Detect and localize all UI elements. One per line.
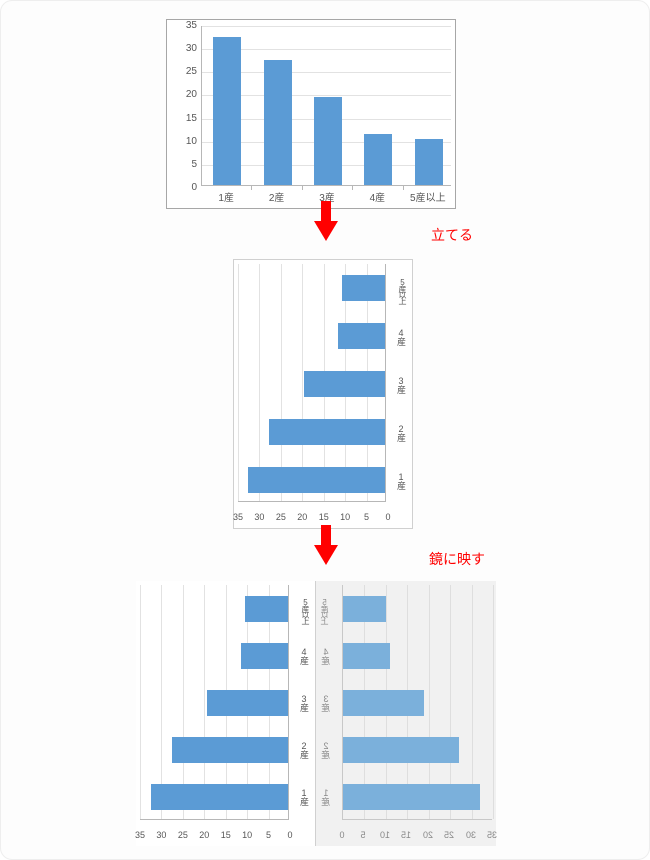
chart-rotated-ylabel: 2産	[298, 727, 311, 773]
chart-rotated-xtick: 0	[378, 512, 398, 522]
chart-1-bar	[213, 37, 241, 185]
chart-rotated-bar	[342, 275, 385, 301]
chart-1-xtick: 5産以上	[405, 189, 451, 204]
chart-1-vertical-bars: 051015202530351産2産3産4産5産以上	[166, 19, 456, 209]
chart-rotated-ylabel: 5産以上	[300, 586, 311, 636]
chart-rotated-bar	[269, 419, 385, 445]
chart-1-bar	[314, 97, 342, 185]
chart-rotated-xtick: 15	[314, 512, 334, 522]
chart-rotated-ylabel: 3産	[395, 361, 408, 407]
chart-mirror-xtick: 30	[461, 830, 481, 840]
caption-mirror: 鏡に映す	[429, 549, 485, 569]
chart-mirror-xtick: 5	[353, 830, 373, 840]
chart-mirror-bar	[343, 737, 459, 763]
chart-1-bar	[364, 134, 392, 185]
chart-mirror-xtick: 25	[439, 830, 459, 840]
chart-1-ytick: 20	[171, 89, 197, 100]
chart-rotated-xtick: 10	[237, 830, 257, 840]
chart-mirror-bar	[343, 643, 390, 669]
page: 051015202530351産2産3産4産5産以上 立てる 051015202…	[0, 0, 650, 860]
chart-rotated-ylabel: 4産	[298, 633, 311, 679]
chart-mirror-ylabel: 1産	[319, 774, 332, 820]
chart-rotated-xtick: 20	[292, 512, 312, 522]
chart-mirror-bar	[343, 784, 480, 810]
chart-1-xtick: 2産	[254, 189, 300, 204]
chart-rotated-ylabel: 3産	[298, 680, 311, 726]
arrow-down-icon	[314, 201, 338, 241]
chart-mirror-bar	[343, 690, 424, 716]
chart-rotated-bar	[241, 643, 288, 669]
chart-1-plot	[201, 26, 451, 186]
chart-rotated-xtick: 0	[280, 830, 300, 840]
chart-1-ytick: 5	[171, 159, 197, 170]
chart-rotated-bar	[248, 467, 385, 493]
chart-3a-rotated-copy: 051015202530351産2産3産4産5産以上	[136, 581, 316, 846]
chart-rotated-xtick: 25	[173, 830, 193, 840]
chart-1-xtick: 4産	[354, 189, 400, 204]
chart-3b-plot	[342, 585, 492, 820]
chart-mirror-ylabel: 4産	[319, 633, 332, 679]
chart-rotated-ylabel: 1産	[395, 457, 408, 503]
chart-1-ytick: 15	[171, 113, 197, 124]
chart-rotated-xtick: 5	[259, 830, 279, 840]
chart-rotated-bar	[245, 596, 288, 622]
chart-mirror-xtick: 0	[332, 830, 352, 840]
chart-rotated-xtick: 10	[335, 512, 355, 522]
chart-rotated-ylabel: 2産	[395, 409, 408, 455]
chart-rotated-xtick: 5	[357, 512, 377, 522]
chart-rotated-bar	[151, 784, 288, 810]
chart-rotated-bar	[172, 737, 288, 763]
chart-rotated-ylabel: 4産	[395, 313, 408, 359]
chart-3b-mirrored: 051015202530351産2産3産4産5産以上	[316, 581, 496, 846]
chart-1-ytick: 25	[171, 66, 197, 77]
chart-mirror-xtick: 35	[482, 830, 502, 840]
chart-1-bar	[415, 139, 443, 185]
chart-mirror-ylabel: 3産	[319, 680, 332, 726]
chart-2-plot	[238, 264, 386, 502]
chart-rotated-xtick: 20	[194, 830, 214, 840]
chart-rotated-xtick: 35	[228, 512, 248, 522]
chart-rotated-xtick: 30	[151, 830, 171, 840]
chart-1-ytick: 10	[171, 136, 197, 147]
chart-1-bar	[264, 60, 292, 185]
chart-rotated-ylabel: 1産	[298, 774, 311, 820]
chart-1-ytick: 35	[171, 20, 197, 31]
chart-2-rotated: 051015202530351産2産3産4産5産以上	[233, 259, 413, 529]
chart-rotated-bar	[338, 323, 385, 349]
caption-rotate: 立てる	[431, 225, 473, 245]
chart-mirror-ylabel: 5産以上	[319, 586, 330, 636]
chart-rotated-bar	[207, 690, 288, 716]
arrow-down-icon	[314, 525, 338, 565]
chart-rotated-xtick: 15	[216, 830, 236, 840]
chart-3a-plot	[140, 585, 289, 820]
chart-rotated-bar	[304, 371, 385, 397]
chart-1-ytick: 0	[171, 182, 197, 193]
chart-mirror-xtick: 15	[396, 830, 416, 840]
chart-rotated-xtick: 30	[249, 512, 269, 522]
chart-rotated-xtick: 35	[130, 830, 150, 840]
chart-rotated-ylabel: 5産以上	[397, 265, 408, 315]
chart-1-xtick: 1産	[203, 189, 249, 204]
chart-rotated-xtick: 25	[271, 512, 291, 522]
chart-mirror-ylabel: 2産	[319, 727, 332, 773]
chart-mirror-xtick: 10	[375, 830, 395, 840]
chart-mirror-bar	[343, 596, 386, 622]
chart-mirror-xtick: 20	[418, 830, 438, 840]
chart-1-ytick: 30	[171, 43, 197, 54]
